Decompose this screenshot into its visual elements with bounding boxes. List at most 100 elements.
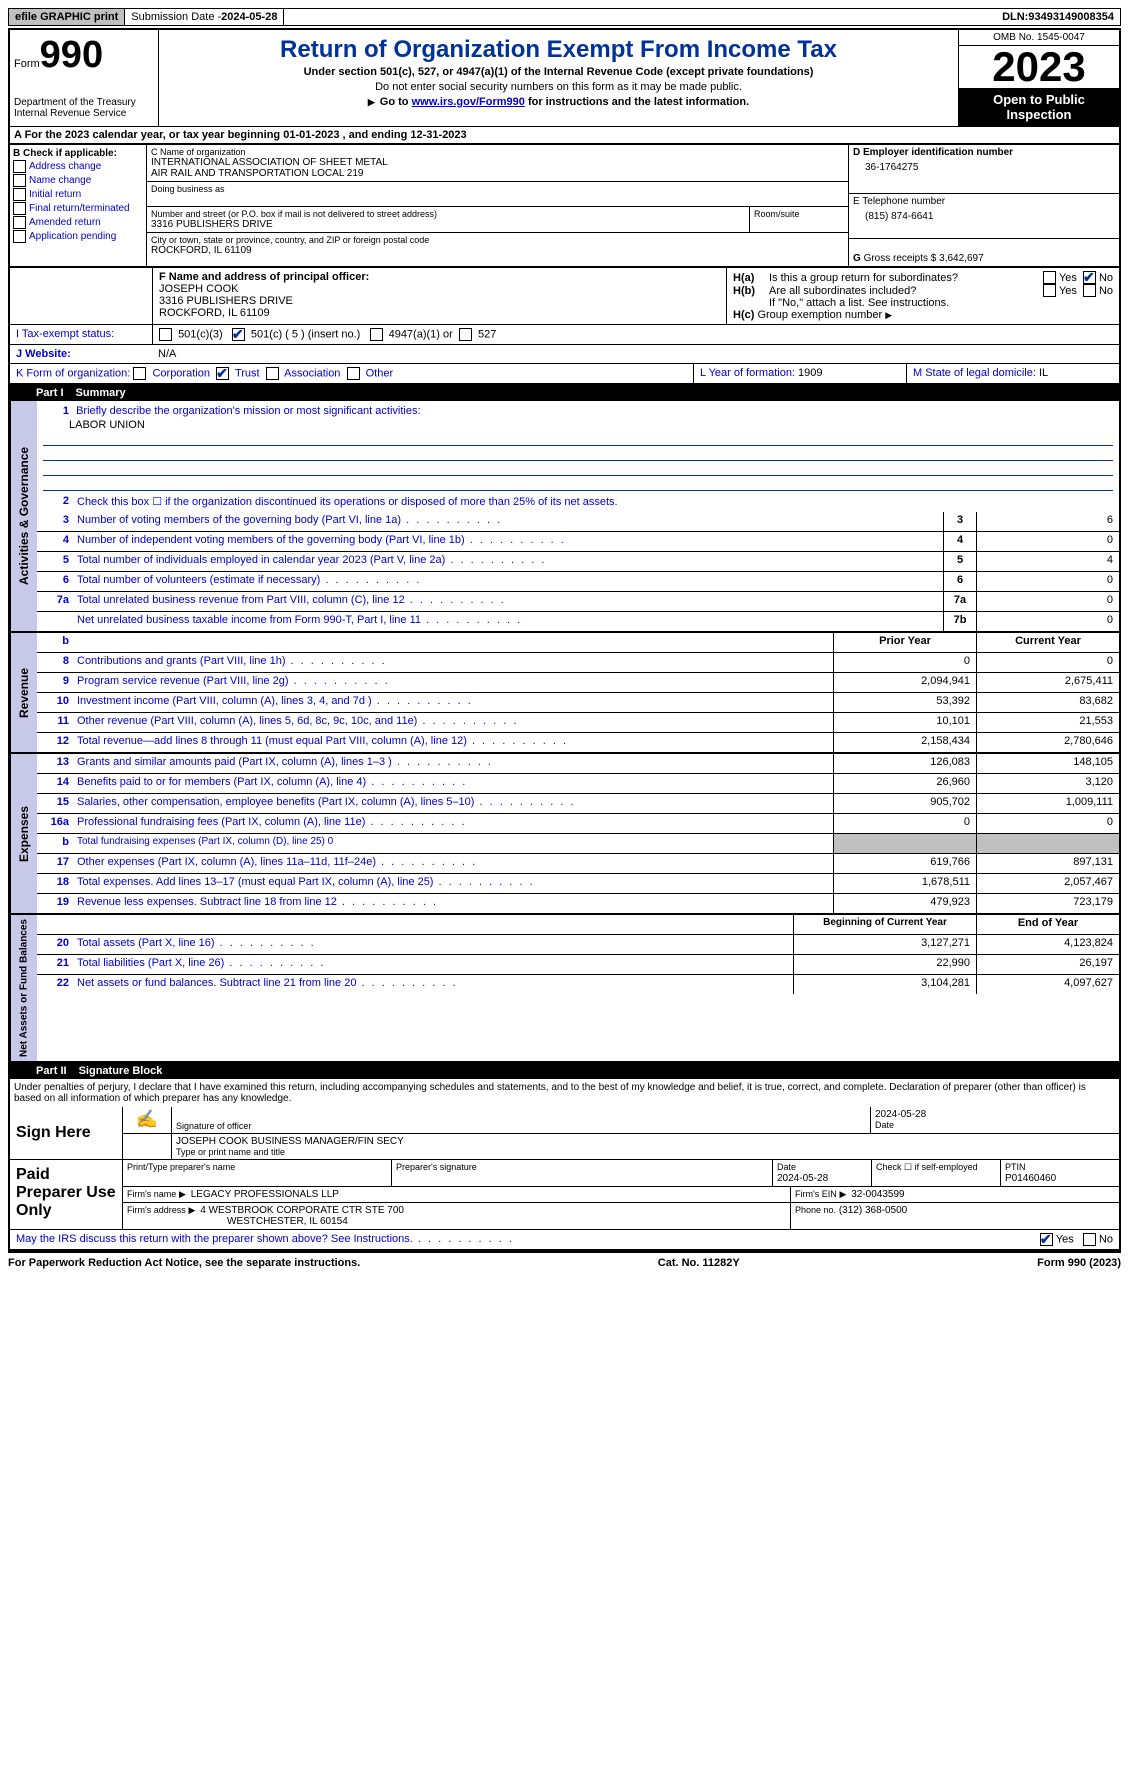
checkbox-icon[interactable] — [232, 328, 245, 341]
line-desc: Number of voting members of the governin… — [73, 512, 943, 531]
m-label: M State of legal domicile: — [913, 367, 1039, 379]
checkbox-icon[interactable] — [13, 188, 26, 201]
h-c-text: Group exemption number — [757, 309, 882, 321]
discuss-yes: Yes — [1056, 1233, 1074, 1245]
line-num: b — [37, 834, 73, 853]
q2-line: 2 Check this box ☐ if the organization d… — [37, 493, 1119, 512]
section-a-tax-year: A For the 2023 calendar year, or tax yea… — [8, 126, 1121, 145]
k-label: K Form of organization: — [16, 367, 130, 379]
h-b-no: No — [1099, 285, 1113, 297]
org-name-2: AIR RAIL AND TRANSPORTATION LOCAL 219 — [151, 168, 844, 179]
checkbox-icon[interactable] — [13, 160, 26, 173]
section-a-pre: A For the 2023 calendar year, or tax yea… — [14, 129, 283, 141]
q1-block: 1 Briefly describe the organization's mi… — [37, 401, 1119, 493]
q2-num: 2 — [37, 493, 73, 512]
b-opt-initial: Initial return — [13, 188, 143, 201]
sig-space — [176, 1109, 866, 1121]
q1-num: 1 — [37, 403, 73, 419]
sig-date-label: Date — [875, 1120, 1115, 1130]
officer-street: 3316 PUBLISHERS DRIVE — [159, 295, 293, 307]
checkbox-icon[interactable] — [133, 367, 146, 380]
form-ref: Form 990 (2023) — [1037, 1257, 1121, 1269]
b-opt-name: Name change — [13, 174, 143, 187]
table-row: 8 Contributions and grants (Part VIII, l… — [37, 653, 1119, 673]
table-row: 12 Total revenue—add lines 8 through 11 … — [37, 733, 1119, 752]
b-opt-final: Final return/terminated — [13, 202, 143, 215]
line-val: 0 — [976, 572, 1119, 591]
prior-val: 0 — [833, 653, 976, 672]
officer-city: ROCKFORD, IL 61109 — [159, 307, 270, 319]
table-row: 14 Benefits paid to or for members (Part… — [37, 774, 1119, 794]
discuss-no: No — [1099, 1233, 1113, 1245]
line-num: 13 — [37, 754, 73, 773]
c-dba-cell: Doing business as — [147, 182, 848, 207]
f-h-row: F Name and address of principal officer:… — [8, 268, 1121, 325]
checkbox-icon[interactable] — [1043, 284, 1056, 297]
checkbox-icon[interactable] — [159, 328, 172, 341]
mission-line — [43, 461, 1113, 476]
curr-val: 2,675,411 — [976, 673, 1119, 692]
checkbox-icon[interactable] — [1083, 1233, 1096, 1246]
checkbox-icon[interactable] — [1043, 271, 1056, 284]
g-text: Gross receipts $ — [864, 253, 940, 264]
officer-name-cell: JOSEPH COOK BUSINESS MANAGER/FIN SECY Ty… — [172, 1134, 1119, 1159]
vtab-expenses: Expenses — [10, 754, 37, 913]
curr-val: 83,682 — [976, 693, 1119, 712]
curr-val: 148,105 — [976, 754, 1119, 773]
h-b-row: H(b) Are all subordinates included? Yes … — [733, 284, 1113, 297]
checkbox-icon[interactable] — [13, 202, 26, 215]
part2-label: Part II — [16, 1065, 79, 1077]
prep-date-label: Date — [777, 1162, 796, 1172]
h-a-text: Is this a group return for subordinates? — [769, 272, 1043, 284]
checkbox-icon[interactable] — [459, 328, 472, 341]
part1-expenses: Expenses 13 Grants and similar amounts p… — [8, 754, 1121, 915]
section-f: F Name and address of principal officer:… — [153, 268, 727, 324]
checkbox-icon[interactable] — [370, 328, 383, 341]
form-title: Return of Organization Exempt From Incom… — [163, 36, 954, 64]
prior-val: 126,083 — [833, 754, 976, 773]
arrow-icon — [368, 96, 377, 108]
checkbox-icon[interactable] — [347, 367, 360, 380]
checkbox-icon[interactable] — [13, 230, 26, 243]
checkbox-icon[interactable] — [13, 216, 26, 229]
line-val: 0 — [976, 532, 1119, 551]
sig-officer-cell: Signature of officer — [172, 1107, 871, 1133]
c-dba-label: Doing business as — [151, 184, 844, 194]
curr-val: 4,123,824 — [976, 935, 1119, 954]
checkbox-icon[interactable] — [216, 367, 229, 380]
table-row: 9 Program service revenue (Part VIII, li… — [37, 673, 1119, 693]
line-desc: Salaries, other compensation, employee b… — [73, 794, 833, 813]
line-num: 19 — [37, 894, 73, 913]
part1-gov: Activities & Governance 1 Briefly descri… — [8, 401, 1121, 633]
checkbox-icon[interactable] — [1083, 284, 1096, 297]
table-row: 22 Net assets or fund balances. Subtract… — [37, 975, 1119, 994]
checkbox-icon[interactable] — [1083, 271, 1096, 284]
c-name-cell: C Name of organization INTERNATIONAL ASS… — [147, 145, 848, 182]
dept-irs: Internal Revenue Service — [14, 108, 154, 119]
phone-value: (815) 874-6641 — [853, 207, 1115, 226]
gov-line: Net unrelated business taxable income fr… — [37, 612, 1119, 631]
checkbox-icon[interactable] — [1040, 1233, 1053, 1246]
b-opt-2: Initial return — [29, 189, 81, 200]
prior-val: 619,766 — [833, 854, 976, 873]
section-j-row: J Website: N/A — [8, 345, 1121, 364]
prior-val: 10,101 — [833, 713, 976, 732]
efile-print-label[interactable]: efile GRAPHIC print — [9, 9, 125, 25]
k-opt-1: Trust — [235, 367, 260, 379]
c-city-label: City or town, state or province, country… — [151, 235, 844, 245]
exp-lines-container: 13 Grants and similar amounts paid (Part… — [37, 754, 1119, 913]
prep-sig-label: Preparer's signature — [392, 1160, 773, 1186]
checkbox-icon[interactable] — [13, 174, 26, 187]
part1-netassets: Net Assets or Fund Balances Beginning of… — [8, 915, 1121, 1063]
line-box: 4 — [943, 532, 976, 551]
form-prefix: Form — [14, 58, 40, 70]
line-num: 20 — [37, 935, 73, 954]
line-desc: Total number of volunteers (estimate if … — [73, 572, 943, 591]
part2-bar: Part II Signature Block — [8, 1063, 1121, 1079]
checkbox-icon[interactable] — [266, 367, 279, 380]
rev-lines-container: 8 Contributions and grants (Part VIII, l… — [37, 653, 1119, 752]
line-desc: Total expenses. Add lines 13–17 (must eq… — [73, 874, 833, 893]
form-subtitle: Under section 501(c), 527, or 4947(a)(1)… — [163, 66, 954, 78]
b-opt-5: Application pending — [29, 231, 116, 242]
goto-link[interactable]: www.irs.gov/Form990 — [412, 96, 525, 108]
